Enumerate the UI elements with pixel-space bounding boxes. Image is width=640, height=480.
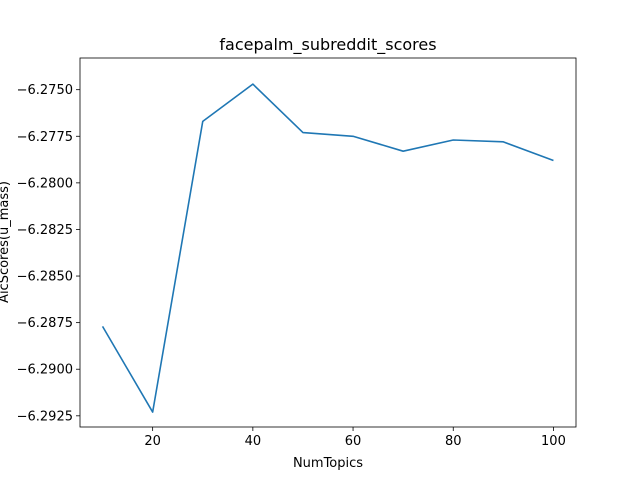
x-axis-label: NumTopics xyxy=(293,456,363,471)
y-tick-label: −6.2800 xyxy=(17,176,73,191)
y-axis-label: AicScores(u_mass) xyxy=(0,181,12,303)
y-tick-label: −6.2875 xyxy=(17,316,73,331)
x-tick-label: 20 xyxy=(144,434,161,449)
y-tick-label: −6.2850 xyxy=(17,270,73,285)
chart-title: facepalm_subreddit_scores xyxy=(219,35,436,55)
plot-frame xyxy=(79,57,577,428)
y-tick-label: −6.2750 xyxy=(17,83,73,98)
y-tick-label: −6.2900 xyxy=(17,363,73,378)
y-tick-label: −6.2775 xyxy=(17,130,73,145)
x-tick-label: 40 xyxy=(245,434,262,449)
x-tick-label: 100 xyxy=(541,434,566,449)
series-line xyxy=(101,83,554,413)
x-tick-label: 80 xyxy=(445,434,462,449)
x-tick-label: 60 xyxy=(345,434,362,449)
y-tick-label: −6.2925 xyxy=(17,409,73,424)
y-tick-label: −6.2825 xyxy=(17,223,73,238)
plot-area: 20 40 60 80 100 −6.2925 −6.2900 −6.2875 −6.2850 −… xyxy=(17,57,577,449)
